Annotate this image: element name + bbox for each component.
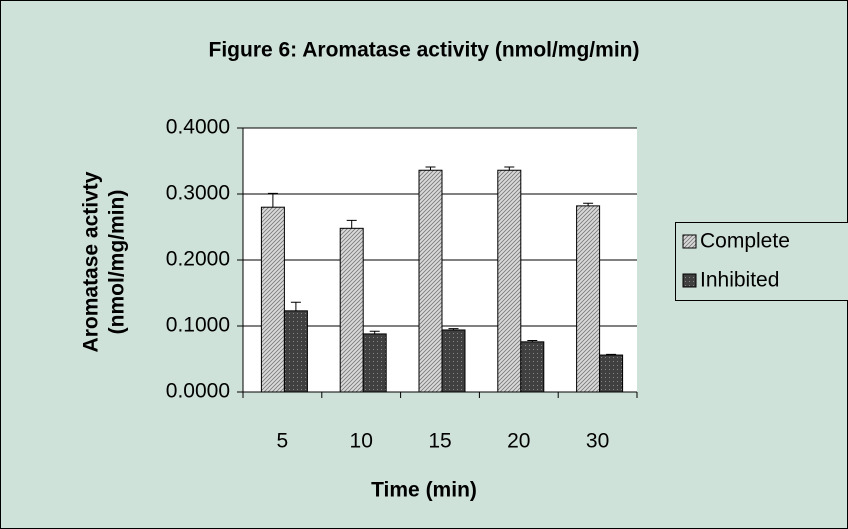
error-bar [267,192,278,208]
y-tick-label: 0.1000 [166,314,230,337]
x-tick-label: 10 [350,430,373,453]
bar [497,169,522,393]
error-bar [583,202,594,206]
y-axis-label: (nmol/mg/min) [106,190,129,335]
legend-label: Complete [700,230,790,253]
error-bar [504,166,515,171]
error-bar [369,330,380,334]
y-tick-label: 0.0000 [166,380,230,403]
legend-box [675,222,848,301]
bar [339,227,364,393]
bar [362,333,387,393]
legend-label: Inhibited [700,269,779,292]
bar [441,329,466,393]
bar [418,169,443,393]
bar [283,310,308,393]
x-tick-label: 30 [586,430,609,453]
bar [599,354,624,393]
error-bar [290,301,301,311]
y-axis-label: Aromatase activty [80,171,103,352]
bar [576,205,601,393]
y-tick-label: 0.2000 [166,248,230,271]
legend-swatch [682,234,697,249]
error-bar [606,353,617,356]
legend-swatch [682,273,697,288]
bar [520,341,545,393]
error-bar [527,340,538,342]
x-axis-label: Time (min) [371,479,477,502]
bar [260,206,285,393]
x-tick-label: 5 [277,430,289,453]
x-tick-label: 20 [507,430,530,453]
error-bar [448,328,459,330]
chart-title: Figure 6: Aromatase activity (nmol/mg/mi… [209,39,640,62]
y-tick-label: 0.4000 [166,116,230,139]
y-tick-label: 0.3000 [166,182,230,205]
x-tick-label: 15 [428,430,451,453]
error-bar [425,166,436,171]
error-bar [346,219,357,229]
